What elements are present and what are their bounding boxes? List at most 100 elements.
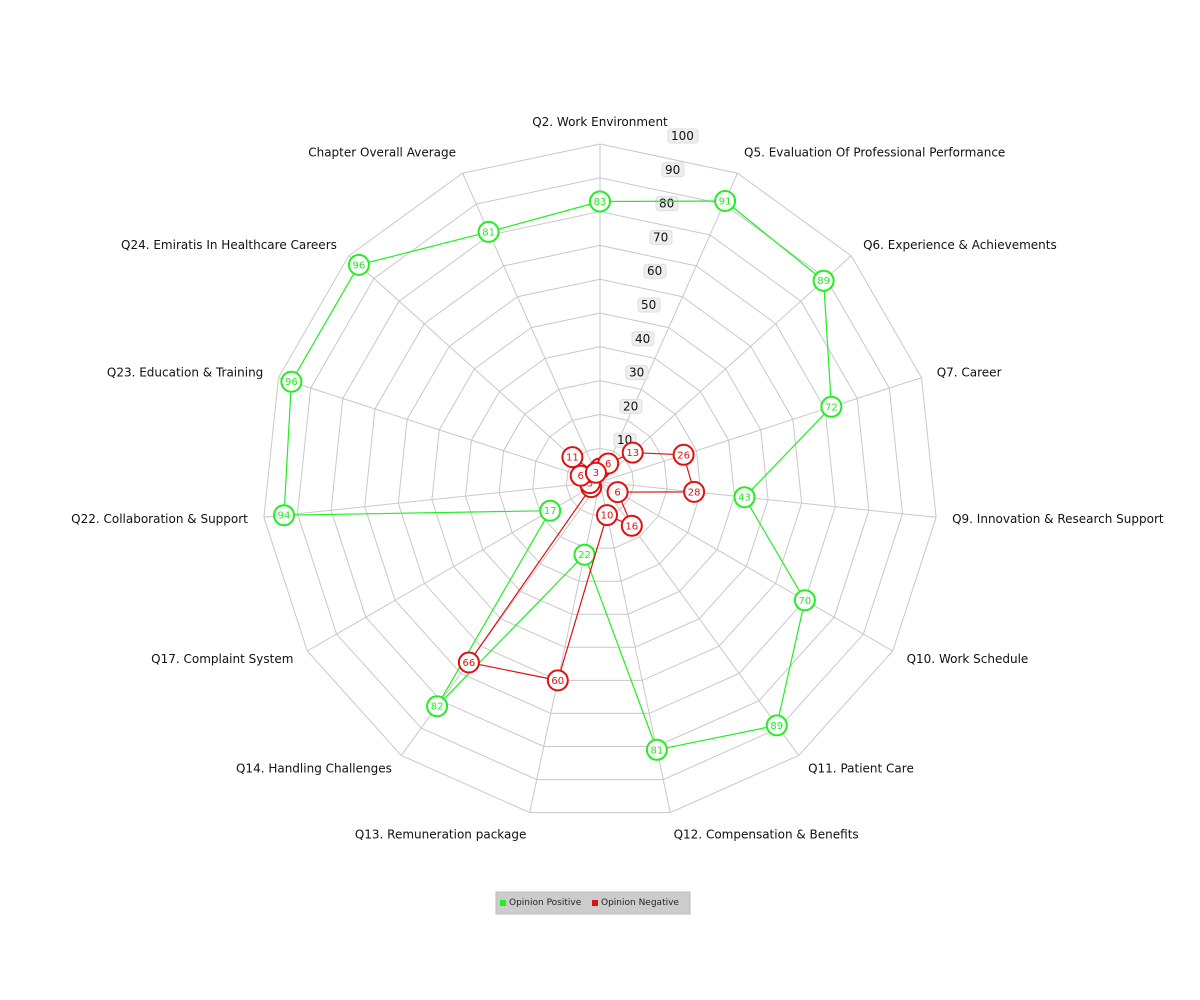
data-label: 94 bbox=[278, 511, 291, 522]
data-point-opinion-positive-q5-evaluation-of-professional-performance: 91 bbox=[714, 190, 737, 212]
legend-label-negative: Opinion Negative bbox=[601, 898, 679, 908]
data-point-opinion-positive-q22-collaboration-support: 94 bbox=[273, 504, 295, 527]
data-point-opinion-negative-q10-work-schedule: 6 bbox=[606, 481, 629, 504]
tick-label-bg-60 bbox=[643, 263, 667, 279]
data-point-opinion-positive-q10-work-schedule: 70 bbox=[793, 589, 816, 612]
data-point-opinion-negative-q12-compensation-benefits: 10 bbox=[596, 504, 618, 527]
data-point-opinion-positive-q23-education-training: 96 bbox=[280, 370, 303, 393]
axis-label-q9-innovation-research-support: Q9. Innovation & Research Support bbox=[952, 512, 1164, 526]
tick-label-bg-100 bbox=[667, 128, 699, 144]
data-marker bbox=[546, 669, 569, 692]
data-label: 10 bbox=[601, 511, 614, 522]
data-marker bbox=[820, 395, 843, 418]
data-point-opinion-negative-q13-remuneration-package: 60 bbox=[546, 669, 569, 692]
spoke-q23-education-training bbox=[278, 377, 601, 483]
spoke-q9-innovation-research-support bbox=[599, 481, 937, 518]
data-marker bbox=[280, 370, 303, 393]
data-marker bbox=[596, 504, 618, 527]
data-marker bbox=[584, 461, 607, 484]
data-label: 66 bbox=[463, 658, 476, 669]
data-marker bbox=[683, 480, 706, 503]
radar-grid bbox=[263, 143, 937, 814]
axis-label-chapter-overall-average: Chapter Overall Average bbox=[308, 146, 456, 160]
tick-label-bg-30 bbox=[625, 365, 649, 381]
data-label: 72 bbox=[825, 402, 838, 413]
data-marker bbox=[672, 443, 695, 466]
grid-ring-80 bbox=[330, 211, 870, 747]
grid-ring-90 bbox=[296, 177, 904, 781]
grid-ring-20 bbox=[532, 413, 668, 549]
tick-label-70: 70 bbox=[653, 230, 668, 244]
axis-label-q12-compensation-benefits: Q12. Compensation & Benefits bbox=[674, 827, 859, 841]
data-point-opinion-negative-q24-emiratis-in-healthcare-careers: 11 bbox=[561, 446, 584, 469]
data-point-opinion-negative-chapter-overall-average: 3 bbox=[584, 461, 607, 484]
data-point-opinion-positive-q24-emiratis-in-healthcare-careers: 96 bbox=[347, 253, 370, 276]
data-marker bbox=[765, 714, 788, 737]
data-label: 60 bbox=[551, 676, 564, 687]
spoke-q6-experience-achievements bbox=[599, 255, 852, 483]
data-label: 96 bbox=[353, 260, 366, 271]
data-point-opinion-positive-q2-work-environment: 83 bbox=[589, 190, 611, 213]
data-marker bbox=[477, 220, 500, 243]
data-label: 83 bbox=[594, 197, 607, 208]
data-point-opinion-positive-q14-handling-challenges: 82 bbox=[426, 695, 449, 718]
data-marker bbox=[573, 543, 596, 566]
data-label: 22 bbox=[578, 550, 591, 561]
spoke-q10-work-schedule bbox=[599, 481, 893, 652]
data-label: 16 bbox=[625, 521, 638, 532]
tick-label-40: 40 bbox=[635, 332, 650, 346]
grid-ring-100 bbox=[263, 143, 937, 814]
axis-label-q24-emiratis-in-healthcare-careers: Q24. Emiratis In Healthcare Careers bbox=[121, 238, 337, 252]
legend-swatch-negative bbox=[592, 900, 598, 906]
spoke-chapter-overall-average bbox=[462, 172, 601, 483]
spoke-q24-emiratis-in-healthcare-careers bbox=[348, 255, 601, 483]
data-point-opinion-positive-chapter-overall-average: 81 bbox=[477, 220, 500, 243]
tick-label-90: 90 bbox=[665, 163, 680, 177]
data-marker bbox=[589, 190, 611, 213]
data-label: 43 bbox=[738, 493, 751, 504]
data-point-opinion-positive-q13-remuneration-package: 22 bbox=[573, 543, 596, 566]
data-marker bbox=[426, 695, 449, 718]
data-point-opinion-positive-q7-career: 72 bbox=[820, 395, 843, 418]
spoke-q22-collaboration-support bbox=[263, 481, 601, 518]
data-marker bbox=[539, 499, 562, 522]
tick-label-bg-50 bbox=[637, 297, 661, 313]
grid-ring-30 bbox=[498, 380, 702, 582]
data-label: 6 bbox=[578, 471, 584, 482]
tick-label-50: 50 bbox=[641, 298, 656, 312]
data-label: 81 bbox=[651, 745, 664, 756]
data-point-opinion-positive-q17-complaint-system: 17 bbox=[539, 499, 562, 522]
axis-label-q5-evaluation-of-professional-performance: Q5. Evaluation Of Professional Performan… bbox=[744, 146, 1005, 160]
tick-label-bg-40 bbox=[631, 331, 655, 347]
tick-label-80: 80 bbox=[659, 197, 674, 211]
axis-label-q11-patient-care: Q11. Patient Care bbox=[808, 761, 914, 775]
axis-label-q7-career: Q7. Career bbox=[937, 366, 1002, 380]
data-label: 89 bbox=[770, 721, 783, 732]
series-opinion-positive: 83 91 89 72 43 70 89 81 22 82 17 94 96 96 81 bbox=[273, 190, 843, 761]
tick-label-bg-20 bbox=[619, 398, 643, 414]
spoke-q13-remuneration-package bbox=[529, 481, 601, 813]
data-marker bbox=[457, 651, 480, 674]
tick-label-30: 30 bbox=[629, 366, 644, 380]
axis-label-q14-handling-challenges: Q14. Handling Challenges bbox=[236, 761, 392, 775]
data-point-opinion-negative-q9-innovation-research-support: 28 bbox=[683, 480, 706, 503]
data-marker bbox=[606, 481, 629, 504]
grid-ring-70 bbox=[364, 244, 836, 714]
data-point-opinion-positive-q11-patient-care: 89 bbox=[765, 714, 788, 737]
legend-swatch-positive bbox=[500, 900, 506, 906]
data-label: 89 bbox=[817, 276, 830, 287]
axis-label-q6-experience-achievements: Q6. Experience & Achievements bbox=[863, 238, 1057, 252]
axis-label-q17-complaint-system: Q17. Complaint System bbox=[151, 652, 293, 666]
data-marker bbox=[621, 441, 644, 464]
data-label: 26 bbox=[677, 450, 690, 461]
data-label: 6 bbox=[614, 488, 620, 499]
tick-label-100: 100 bbox=[671, 129, 694, 143]
axis-label-q23-education-training: Q23. Education & Training bbox=[107, 366, 263, 380]
spoke-q7-career bbox=[599, 377, 922, 483]
data-marker bbox=[714, 190, 737, 212]
data-point-opinion-negative-q6-experience-achievements: 13 bbox=[621, 441, 644, 464]
grid-ring-60 bbox=[397, 278, 803, 681]
grid-ring-50 bbox=[431, 312, 769, 648]
